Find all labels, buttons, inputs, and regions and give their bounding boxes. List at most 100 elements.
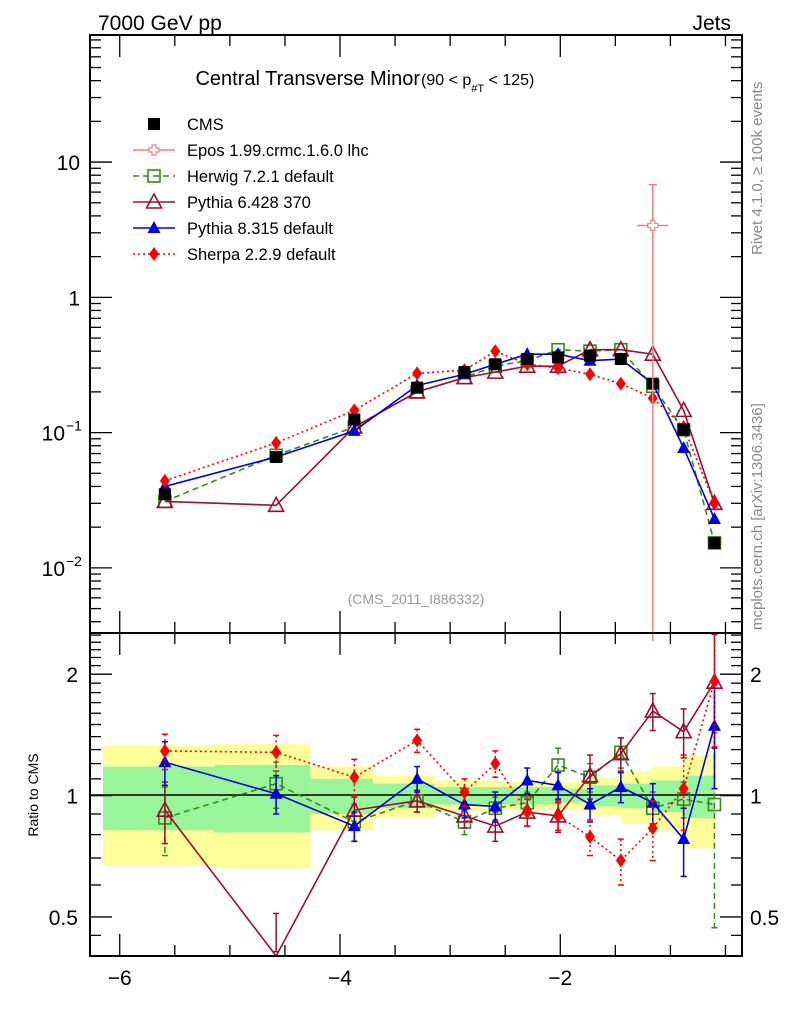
ratio-y-tick-label-left: 2: [66, 664, 78, 687]
ratio-point: [551, 758, 565, 772]
ratio-panel: 2 2 1 1 0.5 0.5: [49, 632, 779, 958]
data-point: [709, 496, 720, 511]
data-point: [677, 423, 690, 436]
x-axis-labels: −6 −4 −2: [108, 967, 572, 990]
ratio-point: [522, 805, 533, 820]
series-line: [164, 348, 716, 544]
band-inner: [434, 787, 468, 805]
series-cms: [158, 349, 721, 549]
ratio-point: [553, 808, 564, 823]
header-left: 7000 GeV pp: [98, 12, 222, 35]
legend-label: CMS: [187, 116, 224, 134]
mcplots-label: mcplots.cern.ch [arXiv:1306.3436]: [749, 403, 766, 630]
data-point: [585, 367, 596, 382]
legend-item: CMS: [148, 116, 224, 134]
main-series-layer: [156, 183, 724, 633]
ratio-point: [614, 780, 628, 793]
ratio-y-tick-label-right: 1: [750, 786, 762, 809]
series-line: [164, 350, 716, 504]
band-inner: [214, 765, 311, 833]
ratio-point: [156, 800, 174, 817]
chart-title: Central Transverse Minor: [195, 68, 420, 90]
legend-label: Pythia 8.315 default: [187, 220, 333, 238]
ratio-point: [159, 743, 170, 758]
ratio-point: [158, 755, 172, 768]
x-tick-label: −6: [108, 967, 132, 990]
ratio-point: [490, 756, 501, 771]
data-point: [347, 423, 361, 436]
legend-marker: [145, 192, 163, 209]
ratio-y-tick-label-right: 2: [750, 664, 762, 687]
ratio-point: [347, 819, 361, 832]
data-point: [677, 440, 691, 453]
title-range-end: < 125): [484, 72, 534, 89]
data-point: [615, 376, 626, 391]
data-point: [159, 473, 170, 488]
legend-label: Herwig 7.2.1 default: [187, 168, 334, 186]
ratio-y-tick-label-right: 0.5: [750, 907, 779, 930]
rivet-version-label: Rivet 4.1.0, ≥ 100k events: [749, 82, 766, 255]
data-point: [584, 349, 597, 362]
main-y-tick-label: 10: [42, 423, 65, 446]
ratio-point: [410, 771, 424, 784]
ratio-point: [271, 745, 282, 760]
legend-item: Epos 1.99.crmc.1.6.0 lhc: [133, 142, 369, 160]
legend-item: Pythia 8.315 default: [133, 220, 333, 238]
ratio-point: [678, 781, 689, 796]
data-point: [458, 366, 471, 379]
legend-item: Herwig 7.2.1 default: [133, 168, 334, 186]
data-point: [158, 488, 171, 501]
ratio-axis-ticks: 2 2 1 1 0.5 0.5: [49, 633, 779, 957]
ratio-frame: [89, 632, 743, 957]
data-point: [486, 362, 505, 379]
ratio-point: [647, 821, 658, 836]
header-right: Jets: [692, 12, 731, 35]
x-tick-label: −4: [328, 967, 352, 990]
series-line: [164, 348, 716, 507]
ratio-point: [412, 733, 423, 748]
analysis-id-label: (CMS_2011_I886332): [348, 591, 485, 607]
series-line: [164, 353, 716, 520]
data-point: [553, 361, 564, 376]
ratio-point: [459, 785, 470, 800]
ratio-point: [583, 797, 597, 810]
ratio-ylabel: Ratio to CMS: [25, 753, 41, 836]
ratio-point: [677, 832, 691, 845]
ratio-point: [585, 829, 596, 844]
main-y-tick-exponent: −1: [66, 418, 82, 434]
band-inner: [467, 787, 498, 805]
title-range-sub: #T: [471, 83, 484, 95]
ratio-point: [520, 773, 534, 786]
legend-label: Epos 1.99.crmc.1.6.0 lhc: [187, 142, 369, 160]
ratio-point: [486, 816, 505, 833]
ratio-point: [551, 778, 565, 791]
ratio-series-layer: [156, 632, 724, 958]
data-point: [412, 366, 423, 381]
data-point: [270, 451, 283, 464]
data-point: [348, 413, 361, 426]
data-point: [707, 511, 721, 524]
legend-item: Sherpa 2.2.9 default: [133, 246, 336, 264]
legend-item: Pythia 6.428 370: [133, 192, 311, 212]
ratio-y-tick-label-left: 0.5: [49, 907, 78, 930]
ratio-point: [455, 806, 474, 823]
data-point: [411, 381, 424, 394]
ratio-point: [581, 766, 599, 783]
ratio-point: [488, 799, 502, 812]
ratio-point: [707, 797, 722, 812]
legend-label: Sherpa 2.2.9 default: [187, 246, 336, 264]
main-y-tick-label: 10: [57, 152, 80, 175]
series-herwig-7-2-1-default: [158, 342, 722, 550]
band-inner: [530, 787, 561, 805]
legend-marker: [147, 169, 161, 183]
ratio-point: [408, 791, 426, 808]
ratio-point: [674, 721, 693, 739]
chart-title-range: (90 < p#T < 125): [421, 72, 534, 95]
data-point: [490, 344, 501, 359]
main-y-tick-label: 1: [68, 287, 80, 310]
legend-marker: [148, 144, 160, 156]
data-point: [489, 358, 502, 371]
data-point: [647, 219, 659, 232]
tick-base: 10: [42, 558, 65, 581]
